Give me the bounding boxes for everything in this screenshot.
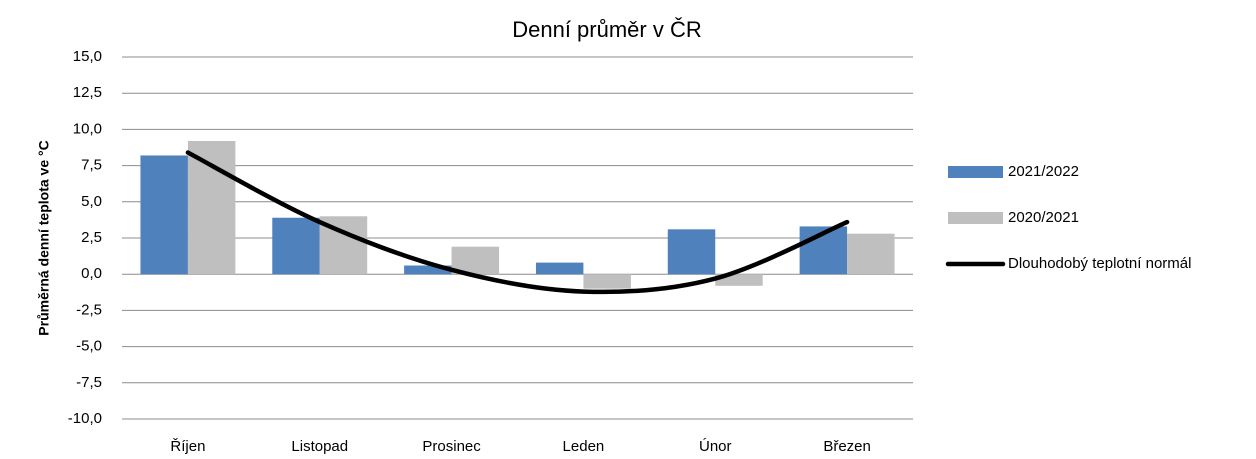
y-tick-label: 0,0 <box>81 265 102 282</box>
chart-title: Denní průměr v ČR <box>512 17 702 42</box>
y-tick-label: -2,5 <box>76 301 102 318</box>
bar <box>583 274 631 289</box>
y-tick-label: 5,0 <box>81 193 102 210</box>
y-tick-label: 2,5 <box>81 229 102 246</box>
y-tick-label: 10,0 <box>73 120 102 137</box>
x-tick-label: Leden <box>563 438 605 455</box>
legend-swatch <box>948 212 1003 224</box>
bar <box>187 140 236 275</box>
x-tick-label: Listopad <box>291 438 348 455</box>
x-tick-label: Prosinec <box>422 438 481 455</box>
x-tick-label: Říjen <box>170 438 205 455</box>
legend-label: Dlouhodobý teplotní normál <box>1008 255 1191 272</box>
y-tick-label: 7,5 <box>81 157 102 174</box>
y-tick-label: -7,5 <box>76 374 102 391</box>
legend-label: 2020/2021 <box>1008 209 1079 226</box>
y-axis-label: Průměrná denní teplota ve °C <box>36 140 52 335</box>
y-tick-label: 12,5 <box>73 84 102 101</box>
line <box>185 150 850 295</box>
bar <box>535 262 584 275</box>
bar <box>272 217 320 275</box>
bar <box>140 155 188 275</box>
y-tick-label: -5,0 <box>76 338 102 355</box>
y-tick-label: -10,0 <box>68 410 102 427</box>
bar <box>715 274 763 286</box>
legend-label: 2021/2022 <box>1008 163 1079 180</box>
x-tick-label: Únor <box>699 438 732 455</box>
y-tick-label: 15,0 <box>73 48 102 65</box>
bar <box>404 265 452 275</box>
x-tick-label: Březen <box>823 438 871 455</box>
legend-swatch <box>948 166 1003 178</box>
bar <box>667 229 716 275</box>
bar <box>847 233 895 275</box>
